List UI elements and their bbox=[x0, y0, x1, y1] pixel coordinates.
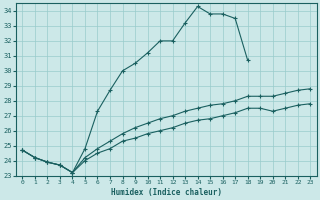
X-axis label: Humidex (Indice chaleur): Humidex (Indice chaleur) bbox=[111, 188, 222, 197]
